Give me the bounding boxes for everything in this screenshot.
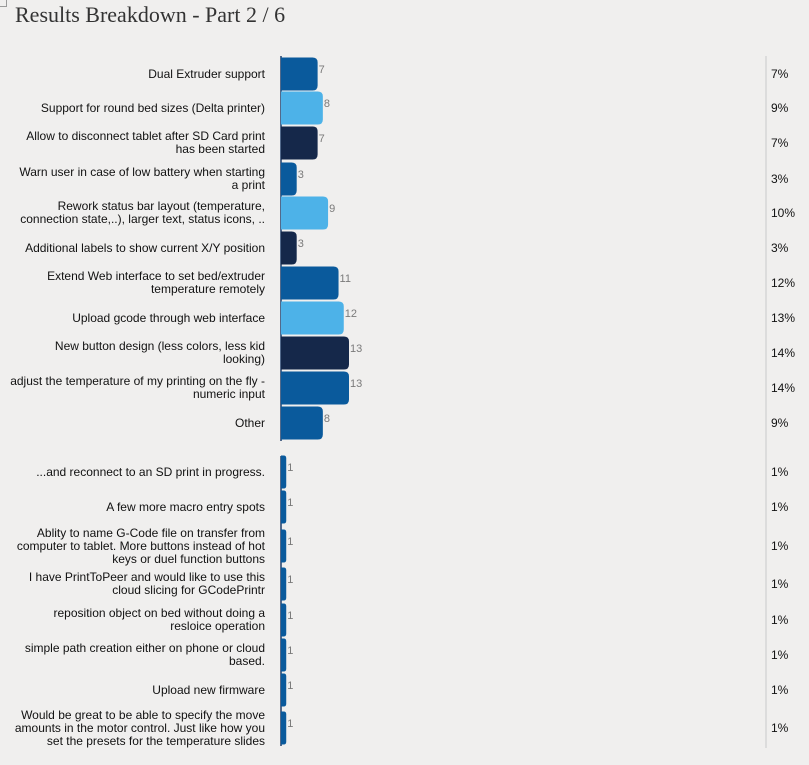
category-label: Upload gcode through web interface	[72, 310, 265, 325]
bar	[281, 162, 297, 196]
category-label: Ablity to name G-Code file on transfer f…	[16, 525, 265, 566]
bar-count-label: 13	[350, 378, 362, 390]
bar	[281, 567, 287, 601]
category-label: Allow to disconnect tablet after SD Card…	[26, 129, 265, 156]
bar	[281, 126, 318, 160]
bar	[281, 301, 344, 335]
bar	[281, 529, 287, 563]
category-label: adjust the temperature of my printing on…	[10, 374, 265, 401]
category-label: Dual Extruder support	[148, 66, 265, 81]
percent-label: 1%	[771, 683, 789, 697]
bar-count-label: 13	[350, 343, 362, 355]
percent-label: 1%	[771, 465, 789, 479]
bar-count-label: 8	[324, 98, 330, 110]
percent-label: 10%	[771, 206, 796, 220]
percent-label: 1%	[771, 500, 789, 514]
percent-label: 3%	[771, 241, 789, 255]
bar	[281, 371, 349, 405]
bar-count-label: 12	[345, 308, 357, 320]
bar	[281, 638, 287, 672]
bar	[281, 336, 349, 370]
percent-label: 1%	[771, 648, 789, 662]
bar-count-label: 1	[287, 680, 293, 692]
bar-count-label: 8	[324, 413, 330, 425]
category-label: simple path creation either on phone or …	[24, 641, 265, 668]
percent-label: 7%	[771, 67, 789, 81]
bar	[281, 91, 323, 125]
bar	[281, 490, 287, 524]
percent-label: 1%	[771, 721, 789, 735]
percent-label: 7%	[771, 136, 789, 150]
bar	[281, 266, 339, 300]
bar	[281, 57, 318, 91]
bar	[281, 406, 323, 440]
bar-count-label: 7	[319, 133, 325, 145]
percent-label: 1%	[771, 613, 789, 627]
bar	[281, 711, 287, 745]
bar	[281, 196, 329, 230]
category-label: Extend Web interface to set bed/extruder…	[47, 269, 265, 296]
percent-label: 14%	[771, 381, 796, 395]
bar-count-label: 3	[298, 169, 304, 181]
bar	[281, 455, 287, 489]
percent-label: 12%	[771, 276, 796, 290]
category-label: A few more macro entry spots	[106, 499, 265, 514]
category-label: Rework status bar layout (temperature, c…	[20, 199, 265, 226]
percent-label: 1%	[771, 577, 789, 591]
bar-count-label: 1	[287, 645, 293, 657]
bar	[281, 673, 287, 707]
category-label: Support for round bed sizes (Delta print…	[40, 100, 265, 115]
percent-label: 9%	[771, 416, 789, 430]
bar-count-label: 1	[287, 497, 293, 509]
bar-count-label: 1	[287, 536, 293, 548]
bar-count-label: 9	[329, 203, 335, 215]
category-label: Upload new firmware	[152, 682, 265, 697]
bar-count-label: 1	[287, 462, 293, 474]
category-label: ...and reconnect to an SD print in progr…	[36, 464, 265, 479]
category-label: New button design (less colors, less kid…	[54, 339, 265, 366]
bar	[281, 603, 287, 637]
category-label: Additional labels to show current X/Y po…	[25, 240, 265, 255]
percent-label: 3%	[771, 172, 789, 186]
category-label: Would be great to be able to specify the…	[14, 707, 265, 748]
category-label: Warn user in case of low battery when st…	[19, 165, 265, 192]
category-label: I have PrintToPeer and would like to use…	[28, 570, 265, 597]
percent-label: 1%	[771, 539, 789, 553]
bar-count-label: 1	[287, 574, 293, 586]
bar-count-label: 11	[340, 273, 351, 285]
percent-label: 9%	[771, 101, 789, 115]
percent-label: 13%	[771, 311, 796, 325]
bar-count-label: 3	[298, 238, 304, 250]
page-title: Results Breakdown - Part 2 / 6	[15, 2, 286, 27]
bar-count-label: 1	[287, 610, 293, 622]
bar-count-label: 7	[319, 64, 325, 76]
percent-label: 14%	[771, 346, 796, 360]
bar	[281, 231, 297, 265]
corner-mark	[0, 0, 7, 7]
bar-count-label: 1	[287, 718, 293, 730]
category-label: reposition object on bed without doing a…	[53, 606, 265, 633]
category-label: Other	[234, 415, 265, 430]
